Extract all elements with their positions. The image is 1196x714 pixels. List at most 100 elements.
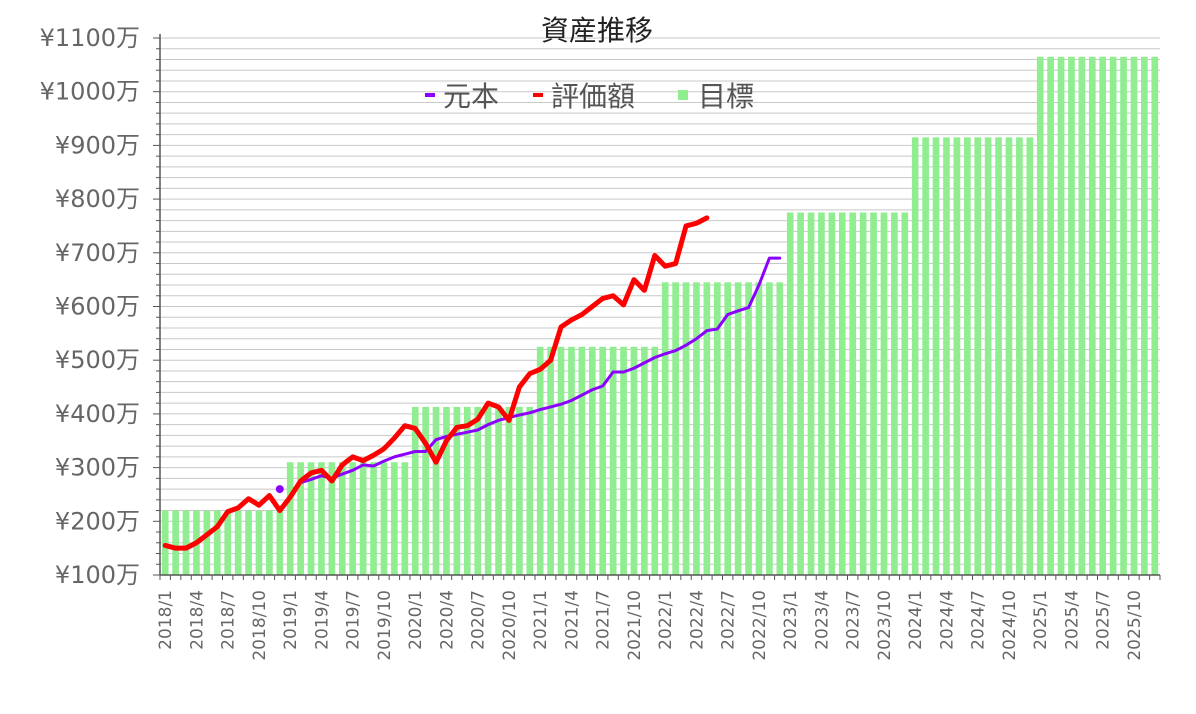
y-tick-label: ¥500万 [55, 346, 140, 374]
x-tick-label: 2020/1 [406, 590, 426, 650]
target-bar [328, 462, 336, 575]
target-bar [734, 282, 742, 575]
target-bar [338, 462, 346, 575]
target-bars [161, 56, 1159, 576]
legend-item-target: 目標 [678, 80, 754, 113]
target-bar [495, 406, 502, 575]
x-tick-label: 2022/4 [687, 590, 707, 650]
x-tick-label: 2018/10 [250, 590, 270, 661]
target-bar [547, 346, 554, 575]
principal-line [299, 256, 782, 485]
legend-swatch-principal [425, 93, 435, 97]
x-tick-label: 2024/1 [906, 590, 926, 650]
target-bar [349, 462, 357, 575]
target-bar [776, 282, 784, 575]
y-tick-label: ¥1100万 [40, 24, 140, 52]
chart-title: 資産推移 [541, 14, 653, 47]
x-tick-label: 2019/10 [375, 590, 395, 661]
x-tick-label: 2025/4 [1062, 590, 1082, 650]
target-bar [911, 137, 919, 575]
target-bar [1036, 56, 1044, 576]
target-bar [828, 212, 836, 575]
target-bar [849, 212, 857, 575]
legend-label-principal: 元本 [443, 80, 499, 113]
target-bar [391, 462, 398, 575]
target-bar [984, 137, 992, 575]
x-tick-label: 2024/10 [1000, 590, 1020, 661]
target-bar [245, 510, 252, 575]
target-bar [1078, 56, 1086, 576]
target-bar [599, 346, 607, 575]
x-tick-label: 2022/1 [656, 590, 676, 650]
target-bar [797, 212, 804, 575]
valuation-line [162, 215, 710, 551]
target-bar [172, 510, 179, 575]
target-bar [672, 282, 679, 575]
target-bar [224, 510, 232, 575]
target-bar [838, 212, 846, 575]
target-bar [1130, 56, 1138, 576]
target-bar [609, 346, 617, 575]
target-bar [661, 282, 669, 575]
legend: 元本 評価額 目標 [425, 80, 754, 113]
target-bar [536, 346, 544, 575]
target-bar [745, 282, 752, 575]
target-bar [1141, 56, 1148, 576]
y-tick-label: ¥800万 [55, 185, 140, 213]
x-tick-labels: 2018/1 2018/4 2018/7 2018/10 2019/1 2019/4 201… [156, 590, 1145, 661]
x-tick-label: 2022/10 [750, 590, 770, 661]
target-bar [995, 137, 1002, 575]
target-bar [630, 346, 638, 575]
target-bar [1099, 56, 1107, 576]
x-tick-label: 2018/1 [156, 590, 176, 650]
x-tick-label: 2023/1 [781, 590, 801, 650]
target-bar [953, 137, 961, 575]
x-tick-label: 2021/7 [594, 590, 614, 650]
target-bar [432, 406, 440, 575]
x-tick-label: 2021/10 [625, 590, 645, 661]
target-bar [713, 282, 721, 575]
target-bar [1088, 56, 1096, 576]
target-bar [422, 406, 429, 575]
target-bar [1109, 56, 1117, 576]
target-bar [755, 282, 763, 575]
target-bar [880, 212, 888, 575]
y-tick-labels: ¥100万 ¥200万 ¥300万 ¥400万 ¥500万 ¥600万 ¥700万 ¥800万… [40, 24, 140, 589]
x-tick-label: 2018/7 [219, 590, 239, 650]
target-bar [297, 462, 304, 575]
y-tick-label: ¥1000万 [40, 78, 140, 106]
x-tick-label: 2019/7 [344, 590, 364, 650]
target-bar [380, 462, 388, 575]
x-tick-label: 2021/1 [531, 590, 551, 650]
target-bar [682, 282, 690, 575]
y-tick-label: ¥600万 [55, 293, 140, 321]
target-bar [557, 346, 565, 575]
x-tick-label: 2022/7 [719, 590, 739, 650]
target-bar [578, 346, 586, 575]
legend-swatch-valuation [533, 93, 543, 97]
y-tick-label: ¥900万 [55, 131, 140, 159]
x-tick-label: 2019/4 [312, 590, 332, 650]
y-tick-label: ¥200万 [55, 507, 140, 535]
target-bar [703, 282, 711, 575]
target-bar [786, 212, 794, 575]
x-tick-label: 2021/4 [562, 590, 582, 650]
target-bar [526, 406, 534, 575]
target-bar [182, 510, 190, 575]
target-bar [891, 212, 898, 575]
target-bar [943, 137, 950, 575]
target-bar [484, 406, 492, 575]
legend-item-principal: 元本 [425, 80, 499, 113]
target-bar [474, 406, 482, 575]
target-bar [1026, 137, 1034, 575]
target-bar [901, 212, 909, 575]
legend-label-target: 目標 [698, 80, 754, 113]
legend-label-valuation: 評価額 [551, 80, 635, 113]
target-bar [1047, 56, 1054, 576]
target-bar [693, 282, 700, 575]
y-tick-label: ¥300万 [55, 454, 140, 482]
x-tick-label: 2020/10 [500, 590, 520, 661]
target-bar [818, 212, 825, 575]
legend-item-valuation: 評価額 [533, 80, 635, 113]
